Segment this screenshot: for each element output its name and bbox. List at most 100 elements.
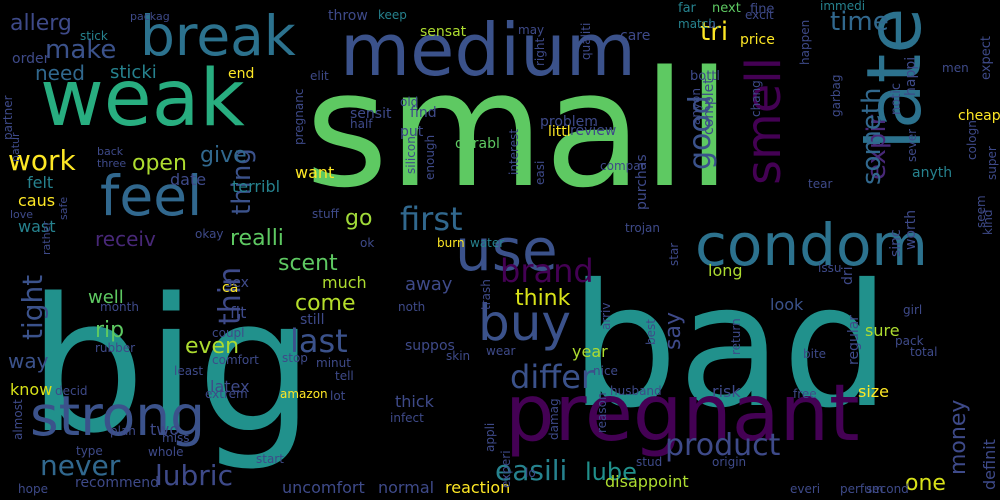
word-miss: miss xyxy=(162,431,190,445)
word-care: care xyxy=(620,28,650,44)
word-open: open xyxy=(132,151,187,176)
word-two: two xyxy=(150,420,179,439)
word-girl: girl xyxy=(903,303,922,317)
word-type: type xyxy=(76,444,103,458)
word-lube: lube xyxy=(585,458,637,486)
word-damag: damag xyxy=(547,398,561,440)
word-expect: expect xyxy=(979,36,994,80)
word-pregnanc: pregnanc xyxy=(292,89,306,145)
word-water: water xyxy=(470,236,504,250)
word-purchas: purchas xyxy=(634,154,650,210)
word-lubric: lubric xyxy=(155,459,233,492)
word-someth: someth xyxy=(857,88,887,185)
word-plan: plan xyxy=(110,424,136,438)
word-natur: natur xyxy=(9,132,22,162)
word-old: old xyxy=(400,95,418,109)
word-give: give xyxy=(200,143,247,168)
word-tell: tell xyxy=(335,369,354,383)
word-least: least xyxy=(174,364,203,378)
word-origin: origin xyxy=(712,455,746,469)
word-need: need xyxy=(35,61,85,85)
word-far: far xyxy=(678,1,697,16)
word-sex: sex xyxy=(225,275,249,291)
word-tight: tight xyxy=(16,275,49,340)
word-even: even xyxy=(185,334,239,359)
word-fine: fine xyxy=(750,2,774,17)
word-back: back xyxy=(97,145,124,158)
word-match: match. xyxy=(678,17,720,31)
word-uncomfort: uncomfort xyxy=(282,478,365,497)
word-month: month xyxy=(100,300,139,314)
word-receiv: receiv xyxy=(95,227,156,251)
word-free: free xyxy=(793,387,817,401)
word-silicon: silicon xyxy=(404,136,418,174)
word-infect: infect xyxy=(390,411,424,425)
word-tri: tri xyxy=(700,17,728,47)
word-wast: wast xyxy=(18,217,56,236)
word-next: next xyxy=(712,1,741,16)
word-realli: realli xyxy=(230,226,284,251)
word-total: total xyxy=(910,345,937,359)
word-want: want xyxy=(295,163,334,182)
word-star: star xyxy=(667,243,681,266)
word-love: love xyxy=(10,208,33,221)
word-everi: everi xyxy=(790,482,820,496)
word-work: work xyxy=(8,144,77,177)
word-definit: definit xyxy=(980,439,999,490)
word-minut: minut xyxy=(316,356,351,370)
word-dri: dri xyxy=(840,266,856,285)
word-arriv: arriv xyxy=(599,303,613,330)
word-enough: enough xyxy=(423,135,437,180)
word-noth: noth xyxy=(398,300,425,314)
word-stuff: stuff xyxy=(312,207,340,221)
word-date: date xyxy=(170,170,206,189)
word-buy: buy xyxy=(478,294,571,352)
word-coupl: coupl xyxy=(212,326,245,340)
word-put: put xyxy=(400,124,424,140)
word-three: three xyxy=(97,157,126,170)
word-easili: easili xyxy=(495,454,567,487)
word-medium: medium xyxy=(340,8,636,92)
word-may: may xyxy=(518,23,544,37)
word-good: good xyxy=(683,95,718,170)
word-weak: weak xyxy=(40,54,245,144)
word-find: find xyxy=(410,105,437,121)
word-sever: sever xyxy=(905,129,919,162)
word-compar: compar xyxy=(600,159,646,173)
word-appli: appli xyxy=(483,423,497,452)
word-durabl: durabl xyxy=(455,136,500,152)
word-look: look xyxy=(770,295,804,314)
word-best: best xyxy=(644,319,658,345)
word-normal: normal xyxy=(378,478,434,497)
word-risk: risk xyxy=(712,382,741,401)
word-disappoint: disappoint xyxy=(605,472,689,491)
word-easi: easi xyxy=(533,161,547,185)
word-kind: kind xyxy=(981,209,995,235)
word-rather: rather xyxy=(40,221,53,255)
word-safe: safe xyxy=(57,197,70,220)
word-think: think xyxy=(515,286,571,311)
word-reaction: reaction xyxy=(445,478,510,497)
word-issu: issu xyxy=(818,261,841,275)
word-money: money xyxy=(946,400,971,475)
word-ca: ca xyxy=(222,280,238,296)
word-extrem: extrem xyxy=(205,387,248,401)
word-happen: happen xyxy=(798,20,812,65)
word-u: u xyxy=(708,17,716,31)
word-right: right xyxy=(533,38,547,66)
word-throw: throw xyxy=(328,8,368,24)
word-experi: experi xyxy=(499,450,513,488)
word-trash: trash xyxy=(479,279,493,310)
word-littl: littl xyxy=(548,124,571,140)
word-recommend: recommend xyxy=(75,475,159,491)
word-make: make xyxy=(45,35,116,65)
word-product: product xyxy=(665,428,781,463)
word-pregnant: pregnant xyxy=(505,369,860,459)
word-wear: wear xyxy=(486,344,516,358)
word-tear: tear xyxy=(808,177,832,191)
word-cologn: cologn xyxy=(965,120,979,160)
word-sticki: sticki xyxy=(110,62,157,83)
word-reason: reason xyxy=(595,392,609,433)
word-fit: fit xyxy=(230,303,246,322)
